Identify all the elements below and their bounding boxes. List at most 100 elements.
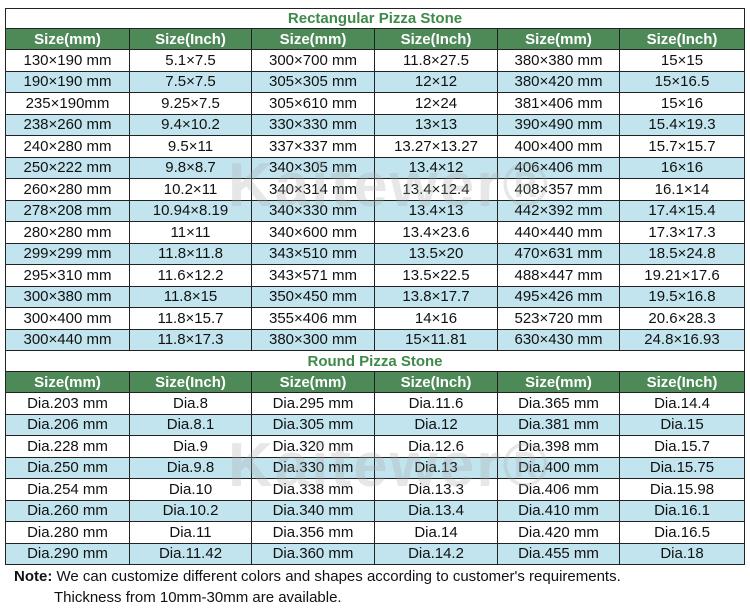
table-cell: 19.21×17.6 [620, 265, 745, 287]
table-cell: 14×16 [375, 308, 498, 330]
table-cell: 12×12 [375, 71, 498, 93]
table-cell: 380×380 mm [498, 50, 620, 72]
table-cell: 9.25×7.5 [130, 93, 252, 115]
table-cell: 11.8×11.8 [130, 243, 252, 265]
table-cell: Dia.260 mm [5, 500, 130, 522]
column-header: Size(mm) [498, 29, 620, 50]
table-cell: Dia.356 mm [252, 522, 375, 544]
column-header: Size(mm) [252, 29, 375, 50]
table-cell: 13×13 [375, 114, 498, 136]
table-cell: Dia.295 mm [252, 393, 375, 415]
table-cell: Dia.14.4 [620, 393, 745, 415]
table-cell: 400×400 mm [498, 136, 620, 158]
table-cell: Dia.11.42 [130, 543, 252, 565]
table-cell: Dia.12 [375, 414, 498, 436]
table-cell: Dia.340 mm [252, 500, 375, 522]
table-cell: Dia.12.6 [375, 436, 498, 458]
table-cell: 17.3×17.3 [620, 222, 745, 244]
table-cell: 381×406 mm [498, 93, 620, 115]
table-cell: Dia.410 mm [498, 500, 620, 522]
table-cell: 11.6×12.2 [130, 265, 252, 287]
table-cell: 523×720 mm [498, 308, 620, 330]
table-cell: 355×406 mm [252, 308, 375, 330]
table-cell: 300×700 mm [252, 50, 375, 72]
table-cell: 408×357 mm [498, 179, 620, 201]
table-cell: 11×11 [130, 222, 252, 244]
column-header: Size(Inch) [375, 372, 498, 393]
table-cell: Dia.330 mm [252, 457, 375, 479]
note-line: Thickness from 10mm-30mm are available. [54, 589, 342, 606]
table-cell: 13.4×12.4 [375, 179, 498, 201]
table-cell: 13.4×23.6 [375, 222, 498, 244]
table-cell: Dia.455 mm [498, 543, 620, 565]
table-cell: 495×426 mm [498, 286, 620, 308]
column-header: Size(mm) [498, 372, 620, 393]
table-cell: 300×400 mm [5, 308, 130, 330]
table-cell: Dia.9 [130, 436, 252, 458]
table-cell: 380×420 mm [498, 71, 620, 93]
table-cell: 20.6×28.3 [620, 308, 745, 330]
table-cell: Dia.338 mm [252, 479, 375, 501]
column-header: Size(Inch) [130, 372, 252, 393]
table-cell: 440×440 mm [498, 222, 620, 244]
table-cell: Dia.8.1 [130, 414, 252, 436]
table-cell: Dia.280 mm [5, 522, 130, 544]
table-cell: 15.7×15.7 [620, 136, 745, 158]
table-cell: 13.8×17.7 [375, 286, 498, 308]
table-cell: Dia.305 mm [252, 414, 375, 436]
table-cell: 9.5×11 [130, 136, 252, 158]
table-cell: 305×610 mm [252, 93, 375, 115]
table-cell: 260×280 mm [5, 179, 130, 201]
table-cell: Dia.250 mm [5, 457, 130, 479]
table-cell: Dia.8 [130, 393, 252, 415]
table-cell: 18.5×24.8 [620, 243, 745, 265]
table-cell: 330×330 mm [252, 114, 375, 136]
table-cell: 278×208 mm [5, 200, 130, 222]
table-cell: 240×280 mm [5, 136, 130, 158]
table-cell: 13.5×20 [375, 243, 498, 265]
table-cell: Dia.13.4 [375, 500, 498, 522]
table-cell: 305×305 mm [252, 71, 375, 93]
table-cell: 340×600 mm [252, 222, 375, 244]
table-cell: 238×260 mm [5, 114, 130, 136]
table-cell: Dia.13 [375, 457, 498, 479]
table-cell: Dia.15.75 [620, 457, 745, 479]
table-cell: 12×24 [375, 93, 498, 115]
table-cell: 630×430 mm [498, 329, 620, 351]
table-cell: Dia.420 mm [498, 522, 620, 544]
table-cell: Dia.15.7 [620, 436, 745, 458]
table-cell: 15.4×19.3 [620, 114, 745, 136]
table-cell: Dia.10.2 [130, 500, 252, 522]
table-cell: Dia.14.2 [375, 543, 498, 565]
table-cell: Dia.206 mm [5, 414, 130, 436]
table-cell: 280×280 mm [5, 222, 130, 244]
table-cell: Dia.11.6 [375, 393, 498, 415]
table-cell: 488×447 mm [498, 265, 620, 287]
table-cell: Dia.13.3 [375, 479, 498, 501]
table-cell: 10.2×11 [130, 179, 252, 201]
table-cell: 15×16.5 [620, 71, 745, 93]
table-cell: Dia.9.8 [130, 457, 252, 479]
table-cell: 11.8×15.7 [130, 308, 252, 330]
table-cell: Dia.254 mm [5, 479, 130, 501]
table-cell: 15×11.81 [375, 329, 498, 351]
table-cell: Dia.15 [620, 414, 745, 436]
table-cell: Dia.381 mm [498, 414, 620, 436]
table-cell: 24.8×16.93 [620, 329, 745, 351]
column-header: Size(mm) [5, 29, 130, 50]
table-cell: 19.5×16.8 [620, 286, 745, 308]
column-header: Size(Inch) [620, 29, 745, 50]
table-cell: 17.4×15.4 [620, 200, 745, 222]
table-cell: 7.5×7.5 [130, 71, 252, 93]
table-cell: Dia.15.98 [620, 479, 745, 501]
table-cell: 343×571 mm [252, 265, 375, 287]
table-cell: 380×300 mm [252, 329, 375, 351]
table-cell: 300×380 mm [5, 286, 130, 308]
table-cell: Dia.11 [130, 522, 252, 544]
table-cell: 299×299 mm [5, 243, 130, 265]
table-cell: Dia.203 mm [5, 393, 130, 415]
table-cell: Dia.14 [375, 522, 498, 544]
table-cell: Dia.320 mm [252, 436, 375, 458]
table-cell: 9.8×8.7 [130, 157, 252, 179]
note-text: We can customize different colors and sh… [56, 568, 621, 585]
